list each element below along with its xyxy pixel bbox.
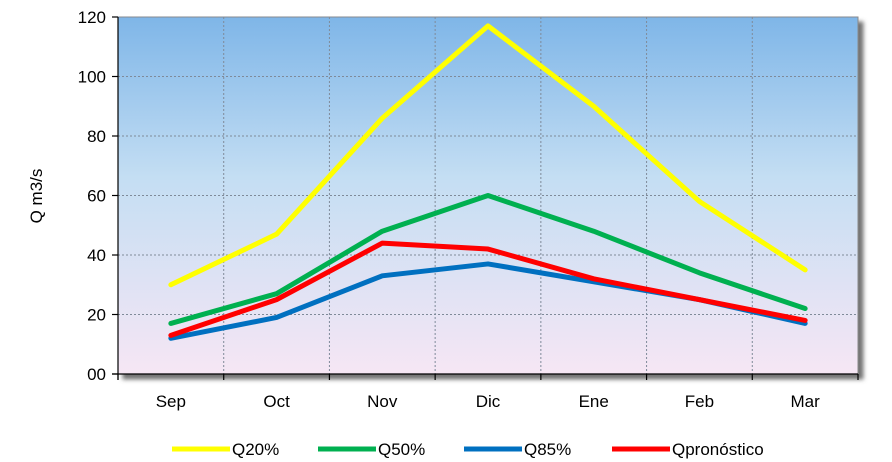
series-line-qpronstico <box>168 240 808 338</box>
y-tick-label-6: 120 <box>78 8 106 27</box>
y-tick-label-3: 60 <box>87 187 106 206</box>
legend-label-qpronstico: Qpronóstico <box>672 440 764 459</box>
x-tick-label-dic: Dic <box>476 392 501 411</box>
series-line-q50 <box>168 193 808 326</box>
series-lines <box>168 23 808 341</box>
legend-label-q85: Q85% <box>524 440 571 459</box>
y-tick-label-2: 40 <box>87 246 106 265</box>
y-tick-label-5: 100 <box>78 68 106 87</box>
x-tick-label-ene: Ene <box>579 392 609 411</box>
y-tick-label-1: 20 <box>87 306 106 325</box>
y-tick-label-0: 00 <box>87 365 106 384</box>
y-axis-title: Q m3/s <box>27 169 46 224</box>
x-tick-label-sep: Sep <box>156 392 186 411</box>
axes: 00 20 40 60 80 100 120 Sep Oct Nov Dic Ene Feb Mar <box>78 8 859 411</box>
series-line-q20 <box>168 23 808 288</box>
legend: Q20% Q50% Q85% Qpronóstico <box>172 440 764 459</box>
legend-label-q20: Q20% <box>232 440 279 459</box>
x-tick-label-oct: Oct <box>263 392 290 411</box>
x-tick-label-mar: Mar <box>791 392 821 411</box>
legend-label-q50: Q50% <box>378 440 425 459</box>
gridlines <box>118 16 858 374</box>
x-tick-label-feb: Feb <box>685 392 714 411</box>
y-tick-label-4: 80 <box>87 127 106 146</box>
x-tick-label-nov: Nov <box>367 392 398 411</box>
